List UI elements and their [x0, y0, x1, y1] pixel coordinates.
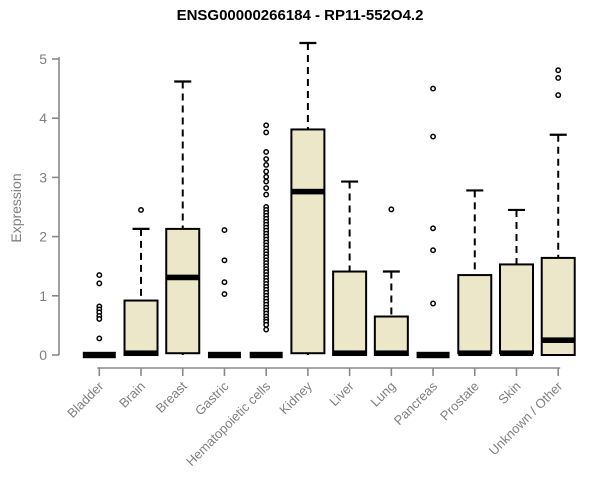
flat-box: [249, 351, 283, 359]
outlier-point: [263, 321, 270, 328]
y-tick-label: 4: [39, 110, 47, 126]
box: [290, 128, 326, 355]
outlier-point: [96, 335, 103, 342]
outlier-point: [430, 85, 437, 92]
outlier-point: [555, 74, 562, 81]
x-tick-label: Brain: [116, 379, 148, 411]
median-line: [541, 337, 575, 343]
outlier-point: [96, 272, 103, 279]
x-tick-label: Breast: [153, 378, 190, 415]
y-tick-label: 0: [39, 347, 47, 363]
outlier-point: [430, 133, 437, 140]
outlier-point: [221, 257, 228, 264]
median-line: [291, 188, 325, 195]
box: [457, 274, 493, 355]
outlier-point: [430, 247, 437, 254]
median-line: [124, 350, 158, 357]
outlier-point: [138, 207, 144, 213]
outlier-point: [263, 178, 270, 185]
x-tick-label: Liver: [326, 378, 357, 409]
chart-title: ENSG00000266184 - RP11-552O4.2: [176, 7, 424, 24]
outlier-point: [263, 156, 270, 162]
outlier-point: [263, 122, 270, 129]
x-tick-label: Lung: [367, 379, 398, 410]
outlier-point: [221, 279, 228, 286]
x-tick-label: Unknown / Other: [486, 378, 566, 458]
y-tick-label: 1: [39, 288, 47, 304]
y-tick-label: 5: [39, 51, 47, 67]
outlier-point: [221, 291, 228, 297]
outlier-point: [555, 92, 562, 99]
flat-box: [207, 351, 241, 359]
outlier-point: [263, 185, 270, 192]
median-line: [374, 350, 408, 357]
flat-box: [82, 351, 116, 359]
box: [165, 227, 201, 355]
outlier-point: [388, 206, 395, 213]
median-line: [458, 350, 492, 357]
x-tick-label: Pancreas: [391, 378, 441, 428]
outlier-point: [263, 326, 270, 333]
outlier-point: [96, 280, 103, 287]
x-tick-label: Skin: [495, 379, 523, 407]
outlier-point: [221, 227, 228, 234]
x-tick-label: Gastric: [192, 378, 232, 418]
box: [332, 270, 368, 357]
outlier-point: [430, 225, 437, 232]
flat-box: [416, 351, 450, 359]
y-tick-label: 3: [39, 169, 47, 185]
median-line: [166, 274, 200, 281]
outlier-point: [555, 67, 562, 74]
box: [373, 315, 409, 356]
outlier-point: [430, 300, 437, 307]
y-tick-label: 2: [39, 229, 47, 245]
median-line: [333, 350, 367, 357]
outlier-point: [263, 129, 270, 136]
outlier-point: [96, 315, 103, 322]
x-tick-label: Kidney: [276, 378, 315, 417]
x-tick-label: Bladder: [64, 378, 107, 421]
outlier-point: [263, 148, 270, 155]
outlier-point: [263, 173, 270, 180]
median-line: [500, 350, 533, 357]
outlier-point: [263, 191, 270, 198]
box: [499, 263, 534, 355]
outlier-point: [263, 168, 270, 175]
outlier-point: [263, 162, 270, 168]
box: [123, 299, 159, 357]
x-tick-label: Prostate: [437, 379, 482, 424]
